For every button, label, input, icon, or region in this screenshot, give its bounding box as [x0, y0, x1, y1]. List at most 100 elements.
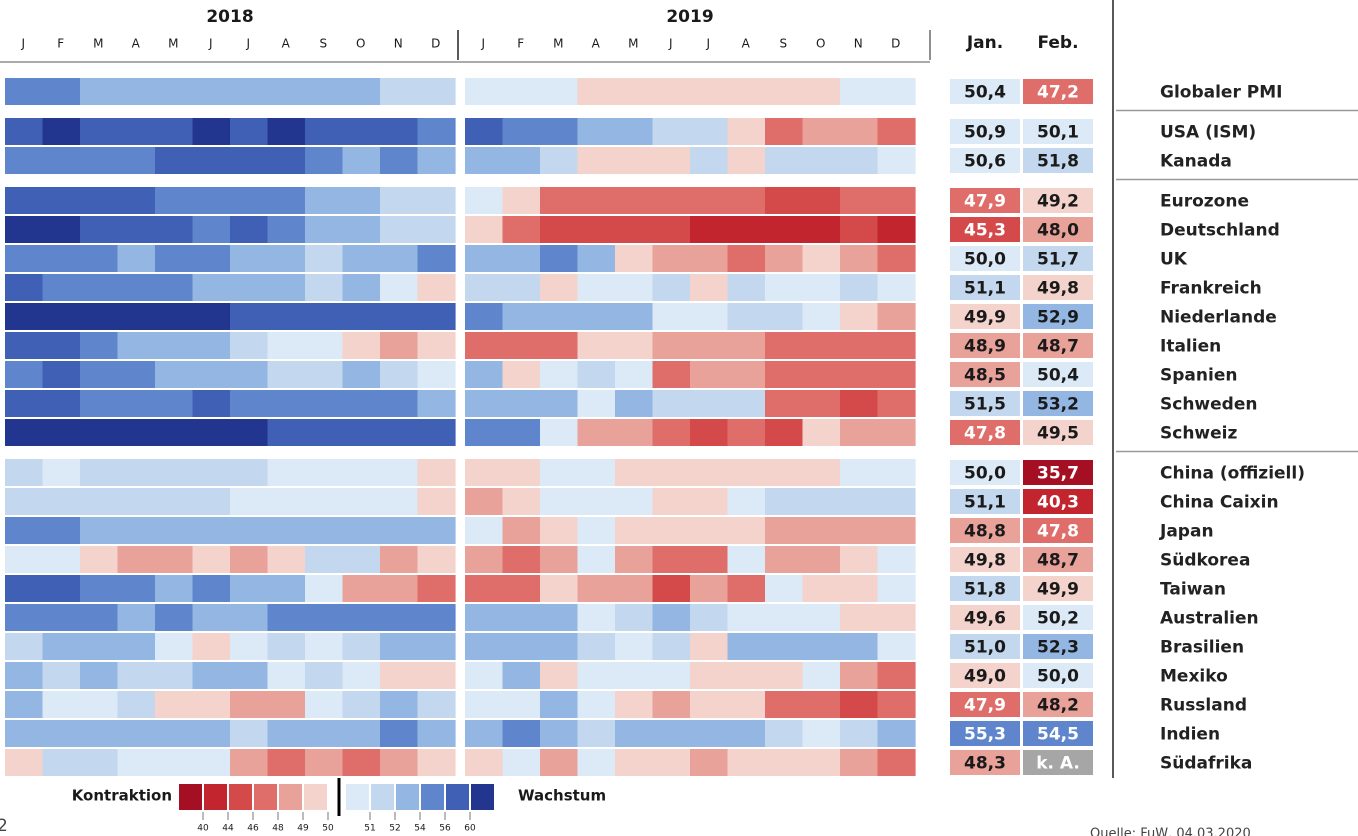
month-label: J [20, 37, 26, 51]
heat-cell [465, 517, 504, 544]
heat-cell [465, 332, 504, 359]
heat-cell [877, 517, 916, 544]
heat-cell [42, 604, 81, 631]
heat-cell [727, 419, 766, 446]
heat-cell [342, 720, 381, 747]
heat-cell [380, 459, 419, 486]
heat-cell [652, 274, 691, 301]
heat-cell [380, 633, 419, 660]
value-cell [1023, 634, 1093, 659]
row-label: Südafrika [1160, 754, 1252, 774]
value-label: 50,0 [964, 464, 1006, 484]
value-cell [950, 518, 1020, 543]
heat-cell [380, 187, 419, 214]
heat-cell [502, 633, 541, 660]
heat-cell [652, 303, 691, 330]
value-label: 49,5 [1037, 424, 1079, 444]
heat-cell [840, 662, 879, 689]
heat-cell [577, 216, 616, 243]
heat-cell [802, 147, 841, 174]
value-cell [1023, 721, 1093, 746]
heat-cell [267, 691, 306, 718]
heat-cell [802, 332, 841, 359]
heat-cell [690, 691, 729, 718]
heat-cell [615, 390, 654, 417]
heat-cell [117, 118, 156, 145]
heat-cell [840, 303, 879, 330]
heat-cell [417, 633, 456, 660]
heat-cell [502, 274, 541, 301]
value-label: 47,9 [964, 192, 1006, 212]
heat-cell [652, 691, 691, 718]
heat-cell [342, 488, 381, 515]
row-label: UK [1160, 250, 1188, 270]
heat-cell [342, 118, 381, 145]
heat-cell [615, 575, 654, 602]
heat-cell [540, 187, 579, 214]
heat-cell [727, 691, 766, 718]
heat-cell [877, 147, 916, 174]
heat-cell [502, 488, 541, 515]
heat-cell [540, 691, 579, 718]
heat-cell [230, 517, 269, 544]
heat-cell [380, 118, 419, 145]
heat-cell [342, 419, 381, 446]
heat-cell [690, 459, 729, 486]
heat-cell [155, 419, 194, 446]
heat-cell [230, 459, 269, 486]
value-cell [1023, 547, 1093, 572]
heat-cell [42, 749, 81, 776]
row-label: Russland [1160, 696, 1247, 716]
month-label: J [245, 37, 251, 51]
heat-cell [417, 459, 456, 486]
month-label: A [592, 37, 601, 51]
heat-cell [192, 303, 231, 330]
heat-cell [802, 274, 841, 301]
heat-cell [192, 459, 231, 486]
heat-cell [155, 749, 194, 776]
heat-cell [342, 459, 381, 486]
heat-cell [342, 245, 381, 272]
heat-cell [652, 604, 691, 631]
heat-cell [502, 419, 541, 446]
heat-cell [540, 575, 579, 602]
heat-cell [802, 604, 841, 631]
value-label: 50,2 [1037, 609, 1079, 629]
heat-cell [727, 633, 766, 660]
heat-cell [5, 332, 44, 359]
heat-cell [802, 720, 841, 747]
heat-cell [690, 245, 729, 272]
heat-cell [380, 720, 419, 747]
heat-cell [652, 662, 691, 689]
heat-cell [5, 216, 44, 243]
heat-cell [615, 361, 654, 388]
heat-cell [765, 187, 804, 214]
heat-cell [540, 245, 579, 272]
heat-cell [342, 361, 381, 388]
legend-swatch [179, 784, 202, 810]
heat-cell [652, 390, 691, 417]
heat-cell [267, 274, 306, 301]
heat-cell [577, 390, 616, 417]
heat-cell [690, 546, 729, 573]
value-cell [950, 692, 1020, 717]
heat-cell [305, 517, 344, 544]
heat-cell [117, 332, 156, 359]
row-label: Japan [1159, 522, 1214, 542]
month-label: J [480, 37, 486, 51]
heat-cell [727, 332, 766, 359]
value-label: 51,0 [964, 638, 1006, 658]
value-cell [950, 246, 1020, 271]
value-label: 49,6 [964, 609, 1006, 629]
heat-cell [192, 78, 231, 105]
heat-cell [380, 303, 419, 330]
heat-cell [230, 361, 269, 388]
heat-cell [267, 390, 306, 417]
value-label: 49,0 [964, 667, 1006, 687]
heat-cell [42, 78, 81, 105]
heat-cell [690, 720, 729, 747]
heat-cell [727, 546, 766, 573]
heat-cell [230, 78, 269, 105]
heat-cell [155, 488, 194, 515]
heat-cell [690, 187, 729, 214]
